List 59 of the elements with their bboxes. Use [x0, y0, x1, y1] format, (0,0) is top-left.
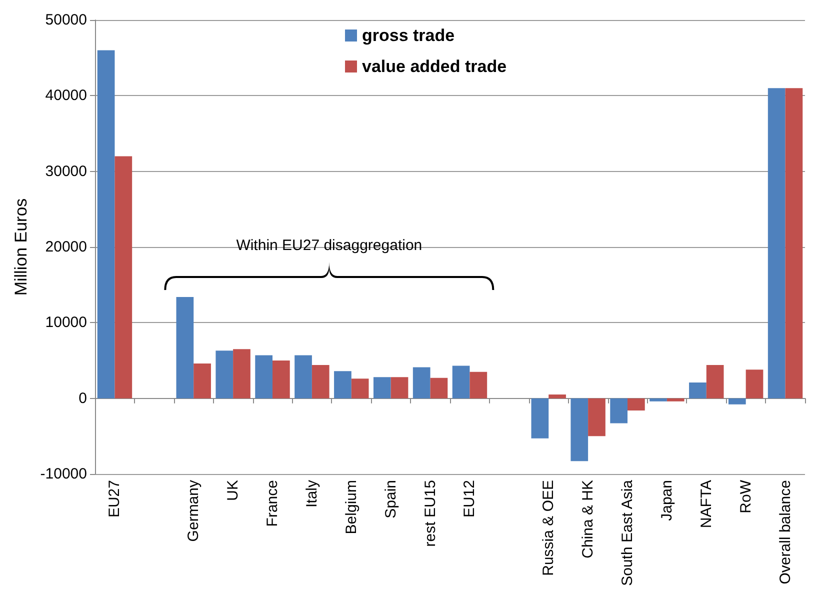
- y-tick-label: 50000: [45, 12, 87, 28]
- bar: [746, 370, 764, 398]
- x-tick-label: EU12: [461, 480, 478, 518]
- x-tick-label: RoW: [737, 479, 754, 514]
- bar: [97, 50, 115, 398]
- bar: [706, 365, 724, 398]
- x-tick-label: China & HK: [580, 480, 597, 558]
- x-tick-label: rest EU15: [422, 480, 439, 547]
- bar: [312, 365, 330, 398]
- y-tick-label: 40000: [45, 87, 87, 104]
- bar: [176, 296, 194, 398]
- bar: [531, 398, 549, 438]
- legend-label: gross trade: [362, 26, 455, 45]
- x-tick-label: Belgium: [342, 480, 360, 534]
- y-tick-label: 10000: [45, 314, 87, 332]
- bar: [294, 355, 312, 398]
- bar: [650, 398, 667, 402]
- bar: [689, 382, 706, 398]
- y-tick-label: 20000: [45, 238, 87, 256]
- x-tick-label: Overall balance: [776, 480, 794, 584]
- bar: [570, 398, 588, 462]
- bar: [334, 371, 352, 398]
- bar: [272, 360, 290, 398]
- bar: [216, 350, 234, 398]
- bar: [233, 349, 250, 398]
- bar: [373, 377, 391, 398]
- bar: [390, 377, 408, 398]
- x-tick-label: NAFTA: [698, 480, 715, 528]
- x-tick-label: UK: [224, 480, 242, 501]
- x-tick-label: EU27: [106, 480, 124, 518]
- bar: [768, 88, 786, 398]
- bar: [728, 398, 746, 404]
- bar: [430, 378, 448, 398]
- bar: [610, 398, 628, 424]
- x-tick-label: France: [264, 480, 281, 527]
- bar: [194, 364, 211, 398]
- bar: [548, 394, 566, 398]
- y-axis-title: Million Euros: [11, 198, 30, 296]
- bar: [628, 398, 645, 410]
- y-tick-label: 0: [78, 390, 87, 407]
- bar: [588, 398, 606, 436]
- x-tick-label: Italy: [303, 480, 320, 508]
- x-tick-label: Japan: [658, 480, 676, 521]
- bar: [255, 355, 272, 398]
- x-tick-label: South East Asia: [619, 479, 636, 586]
- bar: [666, 398, 684, 402]
- annotation: Within EU27 disaggregation: [236, 237, 422, 254]
- y-tick-label: -10000: [40, 466, 87, 482]
- bar: [114, 156, 132, 398]
- bar: [785, 88, 803, 398]
- bar: [412, 367, 430, 398]
- bar: [351, 378, 369, 398]
- legend-label: value added trade: [362, 57, 507, 76]
- y-tick-label: 30000: [45, 162, 87, 180]
- bar: [452, 366, 470, 398]
- x-tick-label: Germany: [185, 480, 202, 542]
- x-tick-label: Spain: [382, 480, 400, 518]
- x-tick-label: Russia & OEE: [540, 480, 558, 576]
- bar: [470, 372, 488, 398]
